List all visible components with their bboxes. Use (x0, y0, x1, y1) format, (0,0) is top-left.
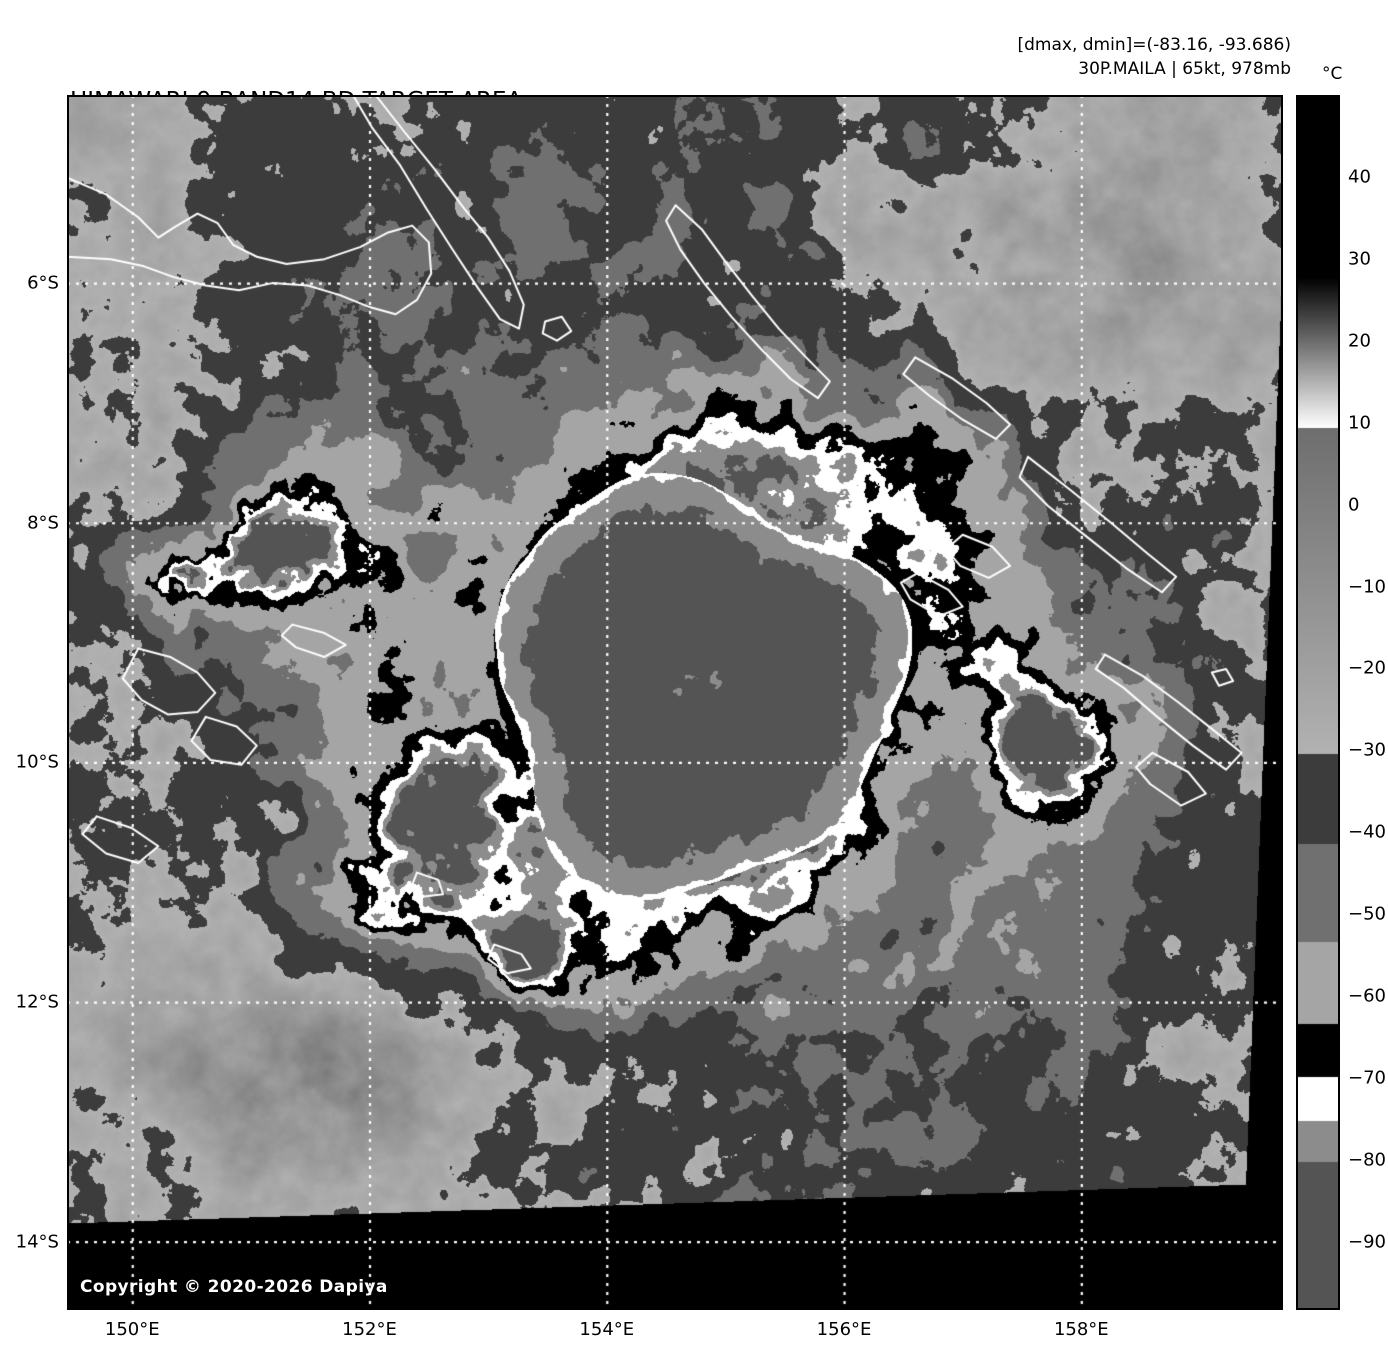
colorbar-tick-12: −80 (1348, 1149, 1386, 1171)
colorbar-tick-2: 20 (1348, 330, 1371, 352)
longitude-tick-label-2: 154°E (579, 1319, 635, 1340)
colorbar-tick-0: 40 (1348, 166, 1371, 188)
copyright-label: Copyright © 2020-2026 Dapiya (80, 1277, 388, 1297)
longitude-tick-label-4: 158°E (1053, 1319, 1109, 1340)
longitude-tick-label-1: 152°E (342, 1319, 397, 1340)
latitude-tick-label-2: 10°S (15, 751, 59, 773)
temperature-colorbar[interactable] (1296, 95, 1340, 1310)
colorbar-tick-4: 0 (1348, 494, 1360, 516)
latitude-tick-label-3: 12°S (15, 991, 59, 1013)
satellite-imagery-canvas (67, 95, 1283, 1310)
colorbar-tick-9: −50 (1348, 903, 1386, 925)
metadata-block: [dmax, dmin]=(-83.16, -93.686) 30P.MAILA… (1018, 33, 1292, 81)
latitude-tick-label-4: 14°S (15, 1231, 59, 1253)
colorbar-tick-11: −70 (1348, 1067, 1386, 1089)
colorbar-tick-6: −20 (1348, 657, 1386, 679)
colorbar-tick-1: 30 (1348, 248, 1371, 270)
colorbar-unit-label: °C (1322, 64, 1343, 84)
colorbar-tick-3: 10 (1348, 412, 1371, 434)
colorbar-gradient (1298, 97, 1338, 1308)
longitude-tick-label-0: 150°E (104, 1319, 160, 1340)
colorbar-tick-7: −30 (1348, 739, 1386, 761)
colorbar-tick-8: −40 (1348, 821, 1386, 843)
storm-info-label: 30P.MAILA | 65kt, 978mb (1078, 59, 1291, 79)
colorbar-tick-10: −60 (1348, 985, 1386, 1007)
longitude-tick-label-3: 156°E (816, 1319, 872, 1340)
colorbar-tick-5: −10 (1348, 576, 1386, 598)
latitude-tick-label-0: 6°S (27, 272, 59, 294)
satellite-map[interactable]: Copyright © 2020-2026 Dapiya (67, 95, 1283, 1310)
latitude-tick-label-1: 8°S (27, 512, 59, 534)
colorbar-tick-13: −90 (1348, 1231, 1386, 1253)
dminmax-label: [dmax, dmin]=(-83.16, -93.686) (1017, 35, 1292, 55)
